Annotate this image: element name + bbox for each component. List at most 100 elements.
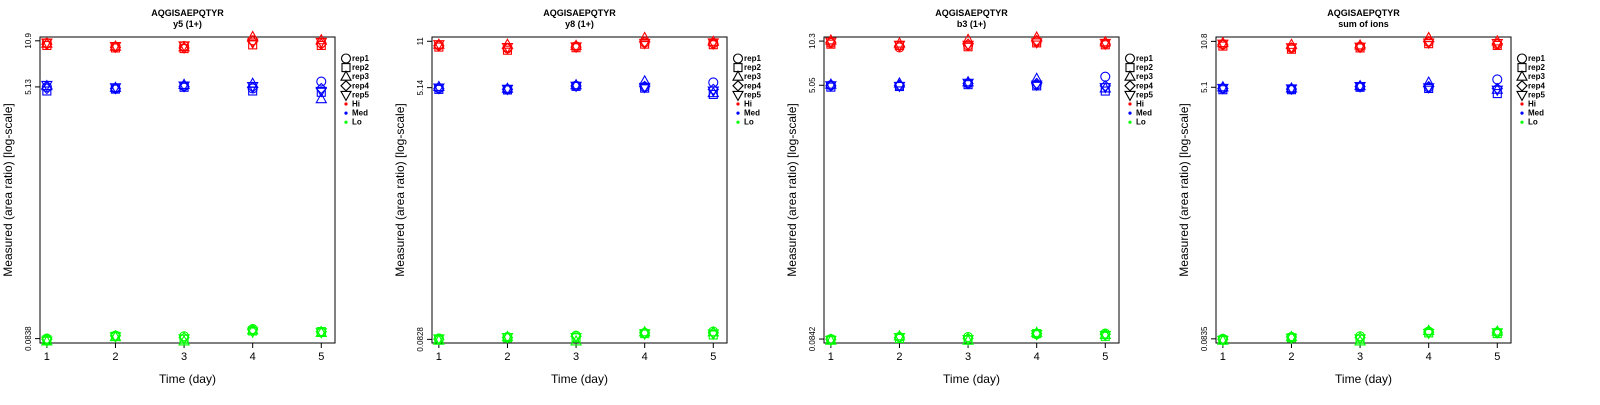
y-tick-label: 10.3 bbox=[808, 33, 817, 49]
x-tick-label: 4 bbox=[1034, 351, 1040, 363]
point-lo-rep4 bbox=[178, 331, 190, 344]
legend-label-rep3: rep3 bbox=[1136, 72, 1153, 81]
y-tick-label: 0.0842 bbox=[808, 326, 817, 351]
point-lo-rep4 bbox=[315, 325, 328, 338]
point-lo-rep5 bbox=[1422, 328, 1435, 340]
point-lo-rep5 bbox=[962, 335, 975, 346]
y-axis-label: Measured (area ratio) [log-scale] bbox=[393, 103, 407, 276]
legend-symbol-med bbox=[344, 111, 348, 115]
legend-label-lo: Lo bbox=[1136, 118, 1146, 127]
legend-label-rep3: rep3 bbox=[352, 72, 369, 81]
point-med-rep2 bbox=[42, 86, 52, 96]
chart-title: AQGISAEPQTYR bbox=[151, 8, 224, 18]
legend-label-rep2: rep2 bbox=[352, 63, 369, 72]
chart-subtitle: b3 (1+) bbox=[957, 19, 986, 29]
point-lo-rep4 bbox=[1217, 333, 1229, 345]
legend-label-rep1: rep1 bbox=[1136, 54, 1153, 63]
legend-symbol-rep1 bbox=[1124, 53, 1136, 64]
x-tick-label: 2 bbox=[112, 351, 118, 363]
point-med-rep5 bbox=[432, 83, 445, 95]
legend-symbol-rep3 bbox=[1516, 70, 1528, 81]
point-hi-rep3 bbox=[638, 31, 651, 43]
x-tick-label: 2 bbox=[896, 351, 902, 363]
point-med-rep4 bbox=[1491, 82, 1504, 95]
point-hi-rep4 bbox=[246, 35, 259, 48]
point-med-rep1 bbox=[1100, 71, 1111, 82]
x-axis-label: Time (day) bbox=[551, 372, 608, 386]
point-hi-rep5 bbox=[893, 40, 906, 52]
point-hi-rep3 bbox=[315, 33, 328, 45]
point-med-rep5 bbox=[1354, 82, 1367, 93]
point-med-rep5 bbox=[893, 81, 906, 93]
legend-label-rep3: rep3 bbox=[1528, 72, 1545, 81]
legend-symbol-rep4 bbox=[1124, 80, 1136, 92]
x-tick-label: 3 bbox=[573, 351, 579, 363]
point-med-rep1 bbox=[316, 76, 327, 87]
legend-symbol-lo bbox=[344, 120, 348, 124]
point-hi-rep3 bbox=[962, 33, 975, 44]
x-tick-label: 5 bbox=[318, 351, 324, 363]
chart-subtitle: y5 (1+) bbox=[173, 19, 202, 29]
x-tick-label: 5 bbox=[1494, 351, 1500, 363]
point-lo-rep4 bbox=[638, 327, 651, 339]
point-med-rep5 bbox=[570, 81, 583, 93]
point-lo-rep5 bbox=[246, 327, 259, 339]
point-med-rep5 bbox=[1099, 83, 1112, 94]
y-tick-label: 0.0835 bbox=[1200, 326, 1209, 351]
y-tick-label: 0.0828 bbox=[416, 327, 425, 352]
x-axis-label: Time (day) bbox=[1335, 372, 1392, 386]
point-med-rep4 bbox=[1099, 80, 1112, 92]
y-tick-label: 10.8 bbox=[1200, 33, 1209, 49]
point-lo-rep5 bbox=[570, 332, 583, 344]
legend-label-rep5: rep5 bbox=[1528, 90, 1545, 99]
y-axis-label: Measured (area ratio) [log-scale] bbox=[1, 103, 15, 276]
point-hi-rep5 bbox=[40, 38, 53, 50]
point-hi-rep5 bbox=[1354, 42, 1367, 54]
point-lo-rep5 bbox=[1491, 328, 1504, 339]
point-med-rep5 bbox=[707, 86, 720, 98]
point-lo-rep3 bbox=[246, 323, 259, 335]
point-med-rep5 bbox=[824, 81, 837, 92]
legend-symbol-rep5 bbox=[732, 90, 744, 102]
legend-symbol-rep5 bbox=[1516, 90, 1528, 102]
point-med-rep3 bbox=[1354, 79, 1367, 91]
point-lo-rep5 bbox=[1285, 333, 1298, 345]
legend-symbol-hi bbox=[736, 102, 740, 106]
legend-symbol-rep4 bbox=[1516, 80, 1528, 92]
point-med-rep5 bbox=[315, 86, 328, 98]
point-lo-rep3 bbox=[707, 325, 720, 337]
legend-symbol-rep1 bbox=[340, 53, 352, 64]
point-med-rep5 bbox=[40, 80, 53, 92]
legend-label-lo: Lo bbox=[352, 118, 362, 127]
legend-symbol-rep4 bbox=[732, 80, 744, 92]
point-hi-rep4 bbox=[1422, 35, 1435, 48]
point-hi-rep3 bbox=[893, 36, 906, 48]
point-lo-rep5 bbox=[1099, 330, 1112, 342]
point-hi-rep5 bbox=[570, 42, 583, 54]
point-lo-rep3 bbox=[1099, 328, 1112, 339]
chart-subtitle: y8 (1+) bbox=[565, 19, 594, 29]
point-med-rep5 bbox=[246, 82, 259, 93]
point-med-rep3 bbox=[501, 82, 514, 93]
y-tick-label: 11 bbox=[416, 37, 425, 46]
point-lo-rep4 bbox=[825, 333, 837, 345]
point-med-rep5 bbox=[1285, 84, 1298, 96]
point-lo-rep5 bbox=[315, 328, 328, 339]
point-lo-rep5 bbox=[707, 329, 720, 341]
point-lo-rep5 bbox=[1354, 334, 1367, 346]
point-hi-rep3 bbox=[1422, 31, 1435, 43]
plot-frame bbox=[823, 36, 1120, 344]
legend-symbol-lo bbox=[1520, 120, 1524, 124]
legend-symbol-hi bbox=[1520, 102, 1524, 106]
point-med-rep5 bbox=[1422, 83, 1435, 94]
legend-label-rep1: rep1 bbox=[352, 54, 369, 63]
legend-symbol-med bbox=[736, 111, 740, 115]
point-lo-rep3 bbox=[501, 330, 514, 342]
point-med-rep4 bbox=[315, 82, 328, 95]
legend-label-rep5: rep5 bbox=[352, 90, 369, 99]
